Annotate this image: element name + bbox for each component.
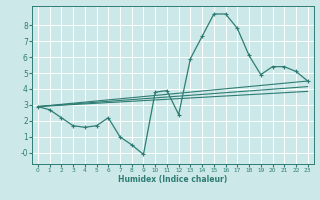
X-axis label: Humidex (Indice chaleur): Humidex (Indice chaleur): [118, 175, 228, 184]
